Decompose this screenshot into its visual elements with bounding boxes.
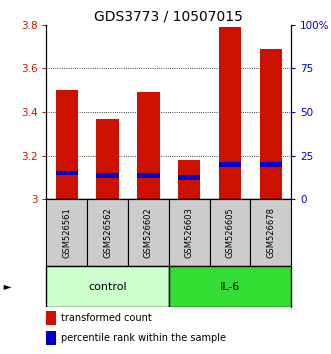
Bar (46, 266, 169, 307)
Bar (210, 199, 251, 266)
Bar (96, 119, 119, 199)
Bar (56, 90, 78, 199)
Bar (46, 199, 87, 266)
Text: percentile rank within the sample: percentile rank within the sample (61, 333, 226, 343)
Title: GDS3773 / 10507015: GDS3773 / 10507015 (94, 10, 243, 24)
Text: control: control (88, 281, 127, 291)
Bar (251, 199, 291, 266)
Text: GSM526678: GSM526678 (266, 207, 275, 258)
Bar (219, 162, 241, 167)
Text: GSM526561: GSM526561 (62, 207, 71, 258)
Bar (137, 173, 160, 178)
Bar (178, 175, 201, 180)
Bar (219, 27, 241, 199)
Bar (178, 160, 201, 199)
Text: GSM526562: GSM526562 (103, 207, 112, 258)
Text: GSM526605: GSM526605 (225, 207, 235, 258)
Text: agent  ►: agent ► (0, 281, 12, 291)
Bar (46, 331, 56, 345)
Bar (169, 199, 210, 266)
Text: GSM526603: GSM526603 (185, 207, 194, 258)
Bar (128, 199, 169, 266)
Bar (260, 49, 282, 199)
Bar (96, 173, 119, 178)
Bar (46, 311, 56, 325)
Bar (169, 266, 291, 307)
Text: GSM526602: GSM526602 (144, 207, 153, 258)
Bar (87, 199, 128, 266)
Bar (260, 162, 282, 167)
Text: transformed count: transformed count (61, 313, 152, 323)
Bar (137, 92, 160, 199)
Bar (56, 171, 78, 176)
Text: IL-6: IL-6 (220, 281, 240, 291)
